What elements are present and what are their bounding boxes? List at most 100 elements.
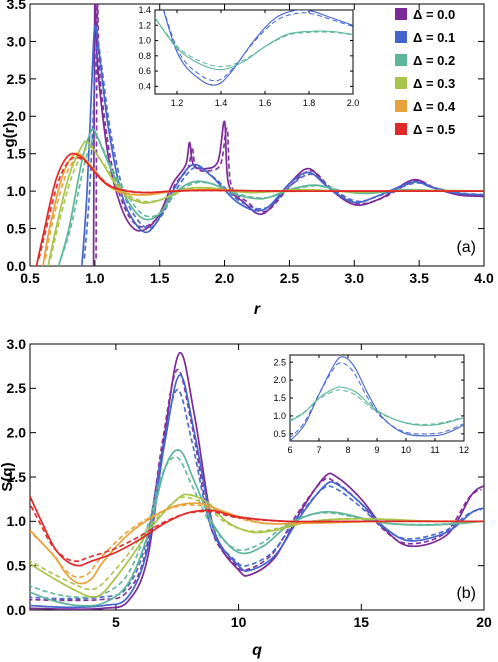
panel-a-ytick-label: 1.0: [7, 183, 27, 199]
panel-a-inset-xtick-label: 1.2: [171, 98, 184, 108]
panel-a-xtick-label: 0.5: [20, 270, 40, 286]
panel-a-xtick-label: 2.5: [280, 270, 300, 286]
legend-item: Δ = 0.1: [395, 30, 455, 45]
panel-a-xtick-label: 3.5: [409, 270, 429, 286]
panel-b-x-axis-label: q: [252, 642, 262, 659]
panel-a-inset-series-delta-01-solid: [162, 10, 353, 86]
legend-swatch: [395, 77, 407, 89]
panel-b-ytick-label: 3.0: [7, 336, 27, 352]
panel-b-series-delta-01-dashed: [30, 388, 482, 600]
panel-b-series-delta-03-dashed: [30, 496, 482, 591]
panel-a-inset-ytick-label: 0.4: [138, 82, 151, 92]
panel-b-inset-ytick-label: 1.0: [273, 411, 286, 421]
panel-a-series-delta-03-dashed: [49, 145, 484, 259]
panel-b-inset-xtick-label: 10: [401, 445, 411, 455]
panel-a-inset-xtick-label: 1.8: [303, 98, 316, 108]
panel-a-xtick-label: 1.5: [150, 270, 170, 286]
legend-label: Δ = 0.4: [413, 99, 456, 114]
panel-a-series-delta-05-dashed: [38, 156, 484, 259]
panel-a-inset-xtick-label: 1.6: [259, 98, 272, 108]
panel-a-y-axis-label: g(r): [1, 123, 18, 148]
legend-label: Δ = 0.2: [413, 53, 455, 68]
legend-label: Δ = 0.1: [413, 30, 455, 45]
legend-item: Δ = 0.2: [395, 53, 455, 68]
panel-b-inset-xtick-label: 12: [459, 445, 469, 455]
panel-b-inset-xtick-label: 7: [316, 445, 321, 455]
panel-b-series-delta-02-solid: [30, 449, 484, 607]
panel-a-xtick-label: 3.0: [345, 270, 365, 286]
panel-a-inset-ytick-label: 1.0: [138, 36, 151, 46]
panel-a-x-axis-label: r: [254, 301, 261, 318]
panel-a-inset-frame: [154, 9, 354, 95]
panel-a-xtick-label: 2.0: [215, 270, 235, 286]
panel-b-curves: [30, 352, 484, 610]
panel-a-inset-series-delta-01-dashed: [163, 10, 353, 82]
panel-b-series-delta-00-dashed: [30, 368, 482, 602]
panel-a-inset: 1.2 1.4 1.6 1.8 2.0 0.4 0.6 0.8 1.0 1.2 1.4: [138, 5, 359, 108]
panel-a-ytick-label: 3.5: [7, 0, 27, 12]
panel-b-inset-curves: [290, 356, 464, 441]
panel-a-inset-series-delta-02-dashed: [155, 19, 353, 68]
panel-a-inset-xtick-label: 1.4: [215, 98, 228, 108]
panel-a-ytick-label: 2.5: [7, 71, 27, 87]
panel-b-xtick-label: 15: [354, 614, 370, 630]
panel-a-inset-ytick-label: 0.6: [138, 66, 151, 76]
legend-swatch: [395, 54, 407, 66]
panel-b-xtick-label: 5: [112, 614, 120, 630]
panel-a-series-delta-00-dashed: [95, 4, 484, 259]
panel-a-curves: [35, 4, 484, 266]
panel-b-inset-ytick-label: 2.0: [273, 375, 286, 385]
panel-b-series-delta-04-dashed: [30, 504, 482, 579]
panel-a-xtick-label: 4.0: [474, 270, 494, 286]
panel-b-inset-xtick-label: 11: [430, 445, 439, 455]
legend-label: Δ = 0.3: [413, 76, 455, 91]
panel-b-inset-frame: [289, 354, 465, 442]
legend-label: Δ = 0.5: [413, 122, 455, 137]
panel-a-series-delta-02-dashed: [60, 133, 484, 259]
panel-a-series-delta-00-solid: [92, 4, 484, 266]
panel-b-xtick-label: 10: [231, 614, 247, 630]
panel-b-series-delta-05-dashed: [30, 502, 482, 563]
panel-b-ytick-label: 0.5: [7, 558, 27, 574]
legend-item: Δ = 0.3: [395, 76, 455, 91]
panel-b-ytick-label: 0.0: [7, 602, 27, 618]
panel-b-inset: 6 7 8 9 10 11 12 0.5 1.0 1.5 2.0 2.5: [273, 354, 469, 455]
panel-b-ytick-label: 1.0: [7, 513, 27, 529]
legend-swatch: [395, 8, 407, 20]
panel-b-inset-ytick-label: 0.5: [273, 429, 286, 439]
panel-b-inset-ytick-label: 1.5: [273, 393, 286, 403]
panel-a-inset-series-delta-02-solid: [155, 17, 353, 71]
panel-b-panel-label: (b): [456, 585, 476, 602]
panel-a-inset-curves: [155, 10, 353, 86]
legend: Δ = 0.0 Δ = 0.1 Δ = 0.2 Δ = 0.3 Δ = 0.4 Δ = 0…: [395, 7, 456, 137]
panel-a-ytick-label: 1.5: [7, 146, 27, 162]
panel-a-inset-ytick-label: 1.4: [138, 5, 151, 15]
panel-a-series-delta-01-dashed: [83, 41, 484, 259]
panel-a-inset-ytick-label: 0.8: [138, 51, 151, 61]
legend-swatch: [395, 100, 407, 112]
panel-b-xtick-label: 20: [476, 614, 492, 630]
legend-item: Δ = 0.5: [395, 122, 455, 137]
panel-b-inset-ytick-label: 2.5: [273, 357, 286, 367]
legend-item: Δ = 0.4: [395, 99, 456, 114]
panel-a-ytick-label: 0.0: [7, 258, 27, 274]
panel-b-y-axis-label: S(q): [0, 462, 16, 491]
panel-b-inset-series-delta-01-dashed: [290, 362, 464, 439]
panel-a-ytick-label: 2.0: [7, 108, 27, 124]
panel-a-ytick-label: 3.0: [7, 33, 27, 49]
panel-a-xtick-label: 1.0: [85, 270, 105, 286]
panel-b-inset-series-delta-02-dashed: [290, 389, 463, 425]
panel-b-inset-xtick-label: 9: [374, 445, 379, 455]
panel-b-ytick-label: 2.0: [7, 425, 27, 441]
panel-b-inset-xtick-label: 6: [287, 445, 292, 455]
legend-swatch: [395, 123, 407, 135]
panel-b-ytick-label: 1.5: [7, 469, 27, 485]
panel-b-inset-xtick-label: 8: [345, 445, 350, 455]
panel-a-series-delta-04-dashed: [44, 156, 484, 259]
legend-label: Δ = 0.0: [413, 7, 455, 22]
legend-swatch: [395, 31, 407, 43]
panel-a-ytick-label: 0.5: [7, 220, 27, 236]
panel-a-inset-ytick-label: 1.2: [138, 20, 151, 30]
legend-item: Δ = 0.0: [395, 7, 455, 22]
panel-b-ytick-label: 2.5: [7, 380, 27, 396]
